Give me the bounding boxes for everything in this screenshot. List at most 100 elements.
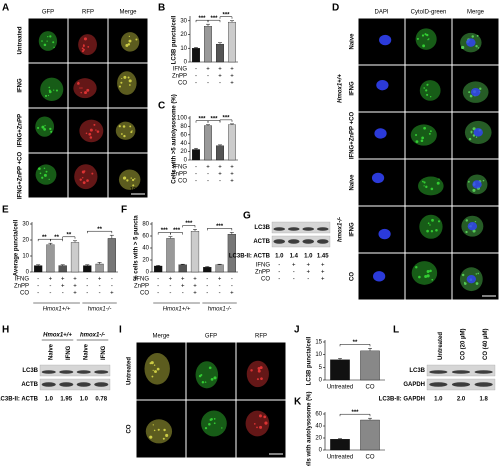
y-tick-label: 40 xyxy=(142,246,149,252)
puncta xyxy=(48,86,51,89)
band-label: LC3B xyxy=(254,225,270,231)
puncta xyxy=(259,425,263,429)
y-tick-label: 60 xyxy=(315,412,322,418)
nucleus xyxy=(466,274,477,284)
y-tick-label: 10 xyxy=(180,46,187,52)
row-label: IFNG+ZnPP +CO xyxy=(350,112,356,160)
x-tick-label: CO xyxy=(366,385,375,391)
puncta xyxy=(132,184,135,187)
blot-band xyxy=(429,370,448,374)
puncta xyxy=(157,428,160,431)
puncta xyxy=(44,94,48,98)
treatment-sign: - xyxy=(86,284,88,290)
puncta xyxy=(467,180,470,183)
puncta xyxy=(476,34,479,37)
puncta xyxy=(43,43,47,47)
puncta xyxy=(204,381,207,383)
treatment-name: CO xyxy=(261,277,270,283)
ratio-value: 1.8 xyxy=(479,397,488,403)
puncta xyxy=(424,33,427,36)
puncta xyxy=(118,125,121,128)
micrograph xyxy=(405,65,452,112)
blot-band xyxy=(451,370,471,374)
y-tick-label: 30 xyxy=(22,222,29,228)
error-bar xyxy=(338,438,342,440)
treatment-sign: - xyxy=(37,291,39,297)
puncta xyxy=(426,33,429,37)
y-tick-label: 80 xyxy=(180,124,187,130)
error-bar xyxy=(97,262,102,264)
puncta xyxy=(264,421,268,425)
panel-letter: I xyxy=(119,325,122,336)
bar xyxy=(58,265,67,273)
treatment-sign: - xyxy=(278,263,280,269)
nucleus xyxy=(466,38,476,47)
treatment-sign: + xyxy=(73,277,77,283)
treatment-sign: - xyxy=(206,277,208,283)
treatment-sign: - xyxy=(231,277,233,283)
y-tick-label: 60 xyxy=(180,132,187,138)
puncta xyxy=(131,178,135,182)
ratio-value: 2.0 xyxy=(457,397,466,403)
puncta xyxy=(152,424,154,426)
micrograph xyxy=(186,400,236,458)
puncta xyxy=(250,369,253,372)
micrograph xyxy=(68,153,108,198)
treatment-sign: + xyxy=(193,277,197,283)
error-bar xyxy=(368,348,372,351)
puncta xyxy=(81,87,83,89)
row-label: Untreated xyxy=(18,26,24,54)
puncta xyxy=(423,181,426,184)
significance-bracket xyxy=(182,225,196,228)
significance-label: *** xyxy=(198,16,206,22)
treatment-sign: - xyxy=(157,277,159,283)
micrograph xyxy=(405,206,452,253)
puncta xyxy=(150,361,154,365)
puncta xyxy=(435,228,438,232)
significance-bracket xyxy=(219,16,233,19)
significance-label: *** xyxy=(161,228,169,234)
puncta xyxy=(426,83,429,86)
treatment-sign: - xyxy=(86,277,88,283)
puncta xyxy=(210,418,213,421)
puncta xyxy=(125,44,129,47)
bar xyxy=(216,43,224,63)
group-label: Hmox1+/+ xyxy=(163,307,191,313)
blot-strip xyxy=(39,364,111,377)
significance-label: *** xyxy=(222,115,230,121)
puncta xyxy=(201,381,205,384)
puncta xyxy=(461,273,465,277)
treatment-sign: + xyxy=(218,172,222,178)
lane-label: Naive xyxy=(48,343,54,360)
row-label: Naive xyxy=(350,33,356,50)
band-label: ACTB xyxy=(21,382,38,388)
significance-label: ** xyxy=(67,232,72,238)
puncta xyxy=(55,89,59,92)
group-label: hmox1-/- xyxy=(80,333,105,339)
cell xyxy=(419,214,443,239)
error-bar xyxy=(180,263,185,265)
puncta xyxy=(45,170,48,173)
puncta xyxy=(128,35,131,37)
scale-bar-label: 10 µm xyxy=(268,448,285,454)
puncta xyxy=(427,222,430,225)
puncta xyxy=(43,167,46,170)
puncta xyxy=(475,44,478,48)
error-bar xyxy=(60,264,65,266)
significance-bracket xyxy=(170,232,183,235)
puncta xyxy=(208,422,211,426)
blot-strip xyxy=(271,221,331,234)
puncta xyxy=(153,429,156,432)
ratio-value: 1.0 xyxy=(304,254,313,260)
treatment-sign: + xyxy=(181,284,185,290)
treatment-name: IFNG xyxy=(15,277,30,283)
band-label: LC3B xyxy=(409,368,425,374)
puncta xyxy=(39,172,42,175)
bar xyxy=(204,125,212,161)
cell xyxy=(40,77,64,102)
treatment-sign: + xyxy=(218,67,222,73)
treatment-sign: - xyxy=(293,270,295,276)
treatment-sign: + xyxy=(98,277,102,283)
treatment-name: IFNG xyxy=(173,165,188,171)
treatment-sign: + xyxy=(321,270,325,276)
